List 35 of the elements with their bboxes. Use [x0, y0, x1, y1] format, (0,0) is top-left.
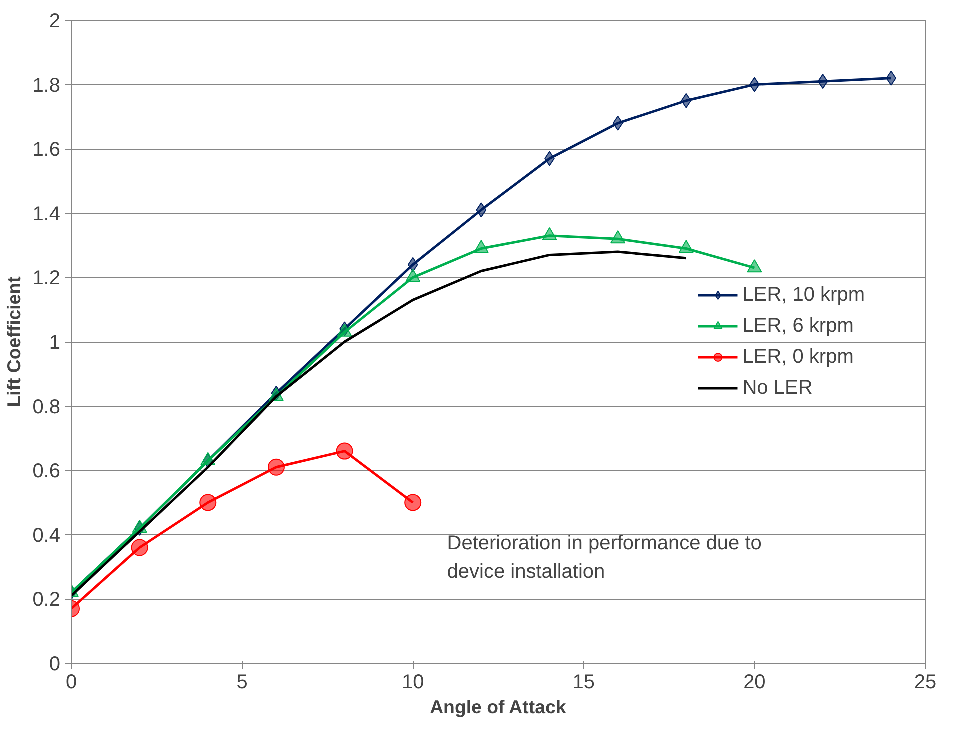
x-tick-label: 15	[572, 672, 596, 694]
x-axis-title: Angle of Attack	[430, 696, 567, 718]
x-tick-label: 0	[66, 672, 78, 694]
point	[404, 494, 422, 512]
y-tick-label: 0	[49, 654, 60, 676]
y-tick-label: 0.8	[32, 396, 61, 418]
y-tick-label: 1.6	[32, 139, 61, 162]
point	[612, 116, 624, 131]
point	[131, 539, 148, 556]
legend-label: LER, 6 krpm	[742, 314, 854, 338]
point	[200, 494, 217, 512]
y-tick-label: 0.4	[32, 524, 61, 547]
x-tick-label: 20	[744, 672, 766, 694]
x-tick-label: 10	[402, 672, 424, 694]
y-tick-label: 2	[49, 10, 60, 32]
y-tick-label: 0.2	[32, 589, 61, 612]
point	[818, 74, 828, 90]
point	[408, 257, 418, 272]
y-tick-label: 1.4	[32, 203, 61, 226]
y-tick-label: 1.2	[32, 268, 61, 290]
point	[681, 93, 692, 108]
point	[886, 70, 897, 86]
y-tick-label: 0.6	[32, 460, 61, 483]
y-tick-label: 1	[49, 332, 60, 354]
point	[336, 442, 354, 460]
x-tick-label: 5	[236, 672, 248, 694]
legend-label: No LER	[742, 376, 813, 400]
x-tick-label: 25	[914, 672, 937, 694]
legend-label: LER, 10 krpm	[742, 284, 865, 306]
point	[476, 202, 487, 218]
y-axis-title: Lift Coefficient	[4, 276, 25, 408]
y-tick-label: 1.8	[32, 74, 61, 97]
legend-label: LER, 0 krpm	[742, 346, 854, 368]
annotation: Deterioration in performance due to device installation	[447, 532, 762, 584]
point	[268, 458, 285, 476]
